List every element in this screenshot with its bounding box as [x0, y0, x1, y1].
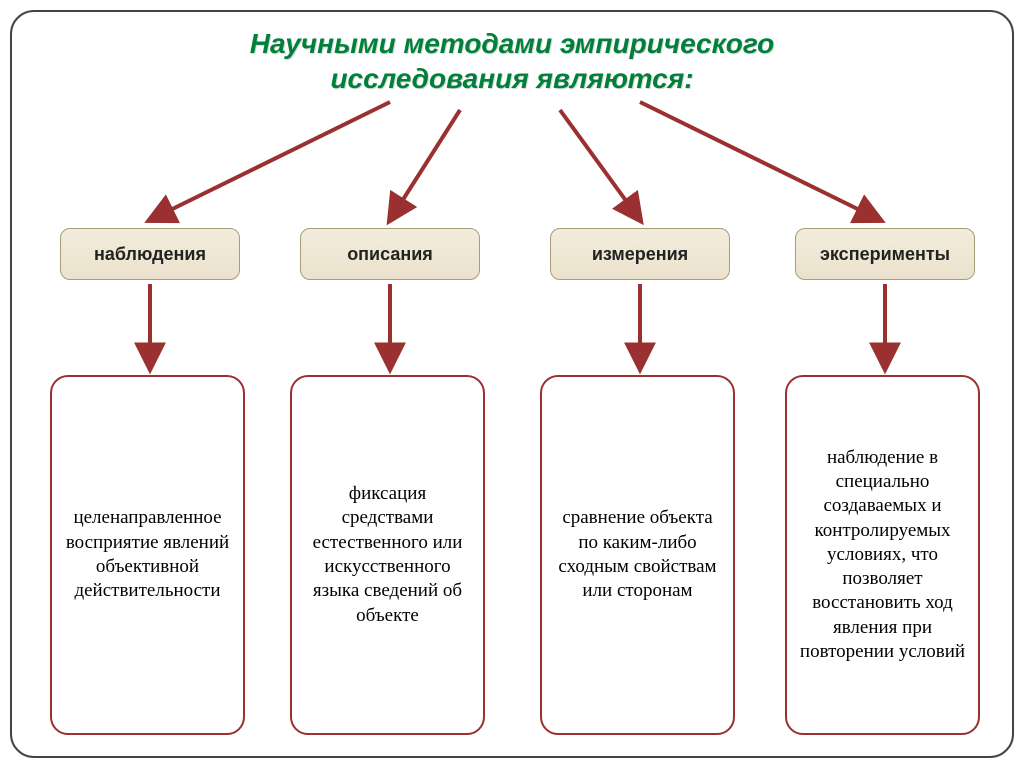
method-label-text: наблюдения [94, 244, 206, 265]
method-desc-text: сравнение объекта по каким-либо сходным … [552, 506, 723, 603]
method-label-experiment: эксперименты [795, 228, 975, 280]
title-line-2: исследования являются: [330, 63, 693, 94]
method-label-text: измерения [592, 244, 688, 265]
method-desc-observation: целенаправленное восприятие явлений объе… [50, 375, 245, 735]
title-line-1: Научными методами эмпирического [250, 28, 774, 59]
method-desc-text: фиксация средствами естественного или ис… [302, 482, 473, 628]
method-label-text: эксперименты [820, 244, 950, 265]
method-desc-description: фиксация средствами естественного или ис… [290, 375, 485, 735]
method-desc-experiment: наблюдение в специально создаваемых и ко… [785, 375, 980, 735]
method-label-observation: наблюдения [60, 228, 240, 280]
method-label-text: описания [347, 244, 433, 265]
method-desc-measurement: сравнение объекта по каким-либо сходным … [540, 375, 735, 735]
method-desc-text: наблюдение в специально создаваемых и ко… [797, 446, 968, 665]
method-desc-text: целенаправленное восприятие явлений объе… [62, 506, 233, 603]
slide-title: Научными методами эмпирического исследов… [0, 26, 1024, 96]
method-label-measurement: измерения [550, 228, 730, 280]
method-label-description: описания [300, 228, 480, 280]
